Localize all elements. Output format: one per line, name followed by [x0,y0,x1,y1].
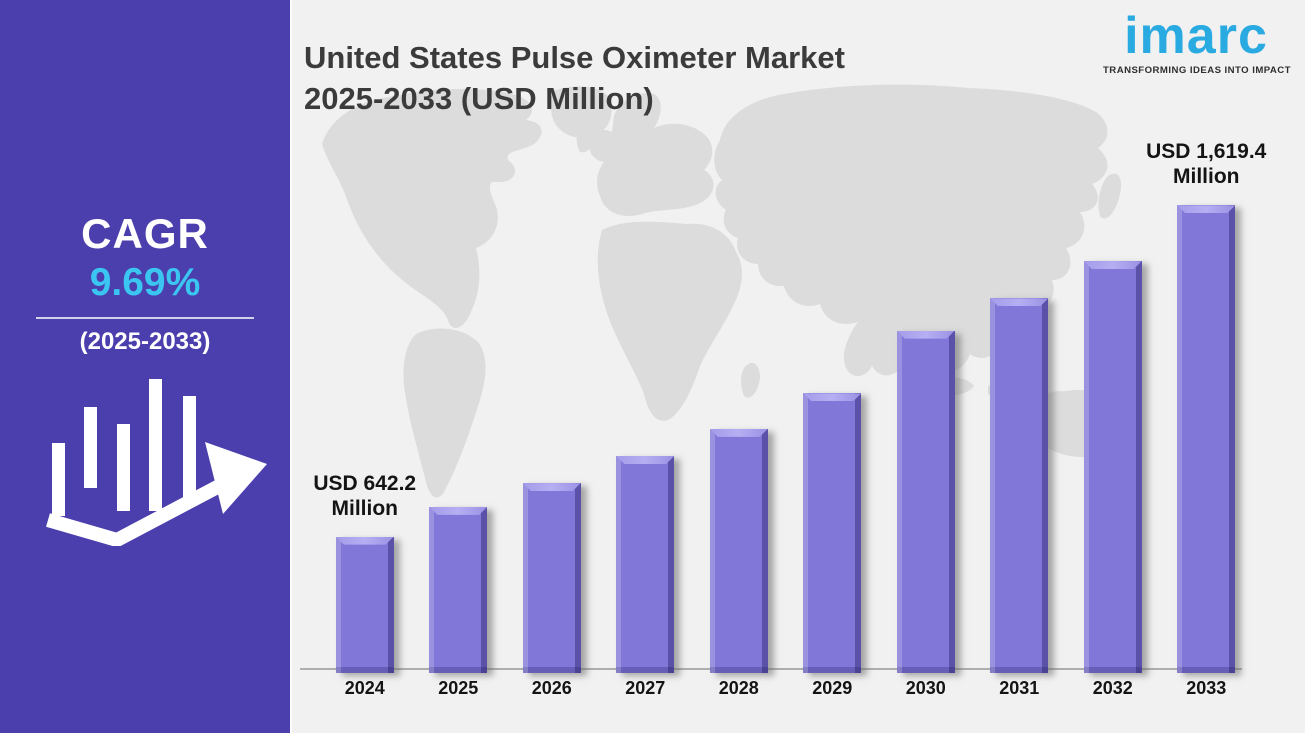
bar-group-2028: 2028 [692,110,786,698]
bar-2027 [616,456,675,673]
x-axis-label-2026: 2026 [531,678,572,698]
x-axis-label-2024: 2024 [344,678,385,698]
page-title-line-2: 2025-2033 (USD Million) [304,80,654,116]
x-axis-label-2029: 2029 [812,678,853,698]
bar-chart: USD 642.2 Million 2024 2025 2026 2027 [300,110,1266,698]
x-axis-line [300,668,1242,670]
bar-group-2032: 2032 [1066,110,1160,698]
bar-2032 [1083,261,1142,673]
bar-group-2031: 2031 [973,110,1067,698]
cagr-period: (2025-2033) [79,328,211,355]
bar-group-2027: 2027 [599,110,693,698]
x-axis-label-2030: 2030 [905,678,946,698]
bar-2028 [709,428,768,673]
bar-2031 [990,298,1049,673]
page-title-line-1: United States Pulse Oximeter Market [304,39,845,75]
bar-group-2029: 2029 [786,110,880,698]
x-axis-label-2033: 2033 [1186,678,1227,698]
x-axis-label-2025: 2025 [438,678,479,698]
bar-2030 [896,330,955,673]
imarc-tagline: TRANSFORMING IDEAS INTO IMPACT [1103,65,1291,76]
chart-area: United States Pulse Oximeter Market 2025… [290,0,1305,733]
cagr-label: CAGR [81,210,209,257]
growth-bars-arrow-icon [46,379,267,546]
cagr-divider [36,317,254,319]
bar-2024 [335,536,394,673]
bar-chart-plot: USD 642.2 Million 2024 2025 2026 2027 [313,110,1266,698]
bar-group-2024: USD 642.2 Million 2024 [313,110,416,698]
bar-2025 [429,506,488,673]
page-title: United States Pulse Oximeter Market 2025… [304,37,845,119]
x-axis-label-2028: 2028 [718,678,759,698]
cagr-panel: CAGR 9.69% (2025-2033) [0,0,290,733]
imarc-logo: imarc TRANSFORMING IDEAS INTO IMPACT [1103,7,1291,76]
cagr-value: 9.69% [89,261,201,304]
x-axis-label-2031: 2031 [999,678,1040,698]
data-label-2024: USD 642.2 Million [313,471,417,520]
x-axis-label-2032: 2032 [1092,678,1133,698]
bar-group-2030: 2030 [879,110,973,698]
bar-group-2033: USD 1,619.4 Million 2033 [1146,110,1266,698]
bar-group-2026: 2026 [505,110,599,698]
bar-2033 [1177,205,1236,673]
bar-2029 [803,393,862,673]
imarc-brand-wordmark: imarc [1124,7,1268,65]
data-label-2033: USD 1,619.4 Million [1146,140,1267,189]
x-axis-label-2027: 2027 [625,678,666,698]
bar-group-2025: 2025 [412,110,506,698]
bar-2026 [522,483,581,673]
